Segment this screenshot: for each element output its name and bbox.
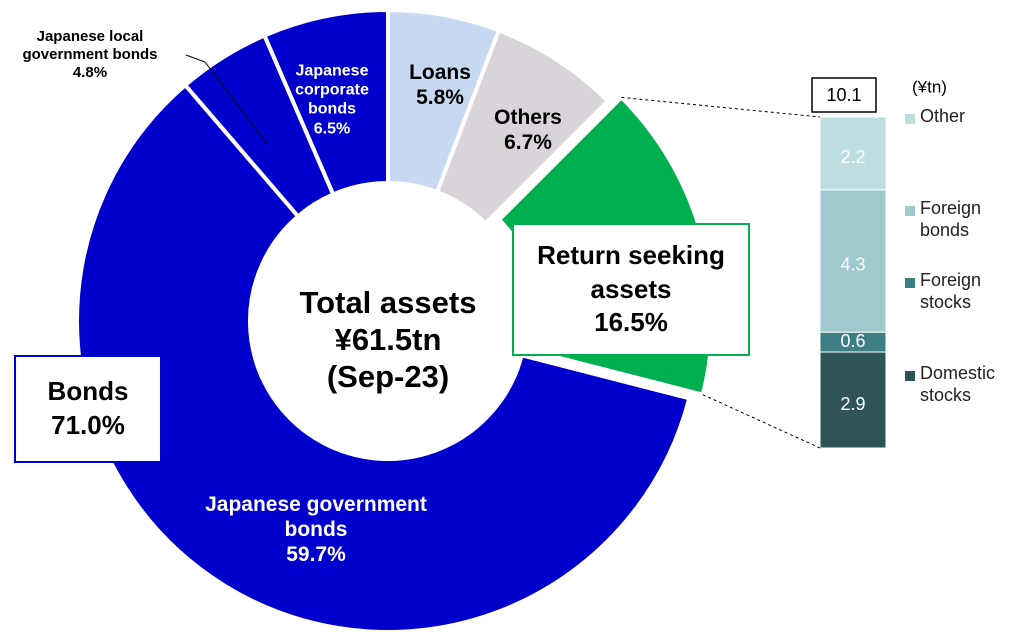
unit-label: (¥tn) (912, 77, 947, 96)
segment-value-label: 6.5% (313, 120, 351, 138)
legend-entry: Other (920, 106, 966, 126)
bar-value-label: 2.9 (840, 394, 865, 414)
bar-segment (819, 351, 887, 449)
annotation-text: Bonds (47, 376, 129, 407)
center-text: Total assets ¥61.5tn (Sep-23) (258, 284, 518, 396)
segment-name: Japanese corporate bonds (295, 62, 369, 118)
segment-value-label: 16.5% (594, 307, 668, 338)
total-label: 10.1 (826, 85, 861, 105)
segment-name: Japanese government bonds (205, 493, 427, 542)
connector-line (621, 96, 821, 118)
bar-value-label: 2.2 (840, 147, 865, 167)
legend-swatch (905, 206, 915, 216)
legend-swatch (905, 114, 915, 124)
segment-label: Japanese local government bonds 4.8% (5, 28, 175, 82)
segment-label: Others 6.7% (478, 105, 578, 155)
segment-label: Loans 5.8% (395, 60, 485, 110)
connector-line (702, 394, 821, 449)
segment-name: Japanese local government bonds (22, 28, 158, 63)
annotation-value: 71.0% (51, 410, 125, 440)
segment-value-label: 5.8% (416, 86, 464, 109)
annotation-box: Bonds 71.0% (14, 355, 162, 463)
donut-segment (434, 27, 611, 227)
segment-name: Loans (409, 60, 471, 84)
segment-value-label: 6.7% (504, 131, 552, 154)
legend-swatch (905, 371, 915, 381)
segment-name: Others (494, 105, 562, 129)
bar-value-label: 4.3 (840, 255, 865, 275)
legend-entry: Domestic stocks (920, 363, 996, 405)
legend-swatch (905, 278, 915, 288)
donut-segment (261, 7, 390, 197)
donut-segment (75, 82, 692, 634)
legend-entry: Foreign bonds (920, 198, 982, 240)
bar-value-label: 0.6 (840, 331, 865, 351)
center-line: (Sep-23) (326, 359, 450, 395)
segment-label-box: Return seeking assets 16.5% (512, 223, 750, 356)
segment-value-label: 4.8% (72, 64, 108, 81)
segment-value-label: 59.7% (286, 543, 346, 567)
segment-label: Japanese government bonds 59.7% (186, 492, 446, 568)
bar-segment (819, 116, 887, 191)
total-box (811, 77, 877, 113)
center-line: ¥61.5tn (334, 322, 442, 358)
segment-label: Return seeking assets (537, 239, 725, 304)
bar-segment (819, 189, 887, 333)
leader-line (185, 54, 269, 146)
center-line: Total assets (299, 285, 477, 321)
legend-entry: Foreign stocks (920, 270, 982, 312)
segment-label: Japanese corporate bonds 6.5% (285, 62, 380, 139)
